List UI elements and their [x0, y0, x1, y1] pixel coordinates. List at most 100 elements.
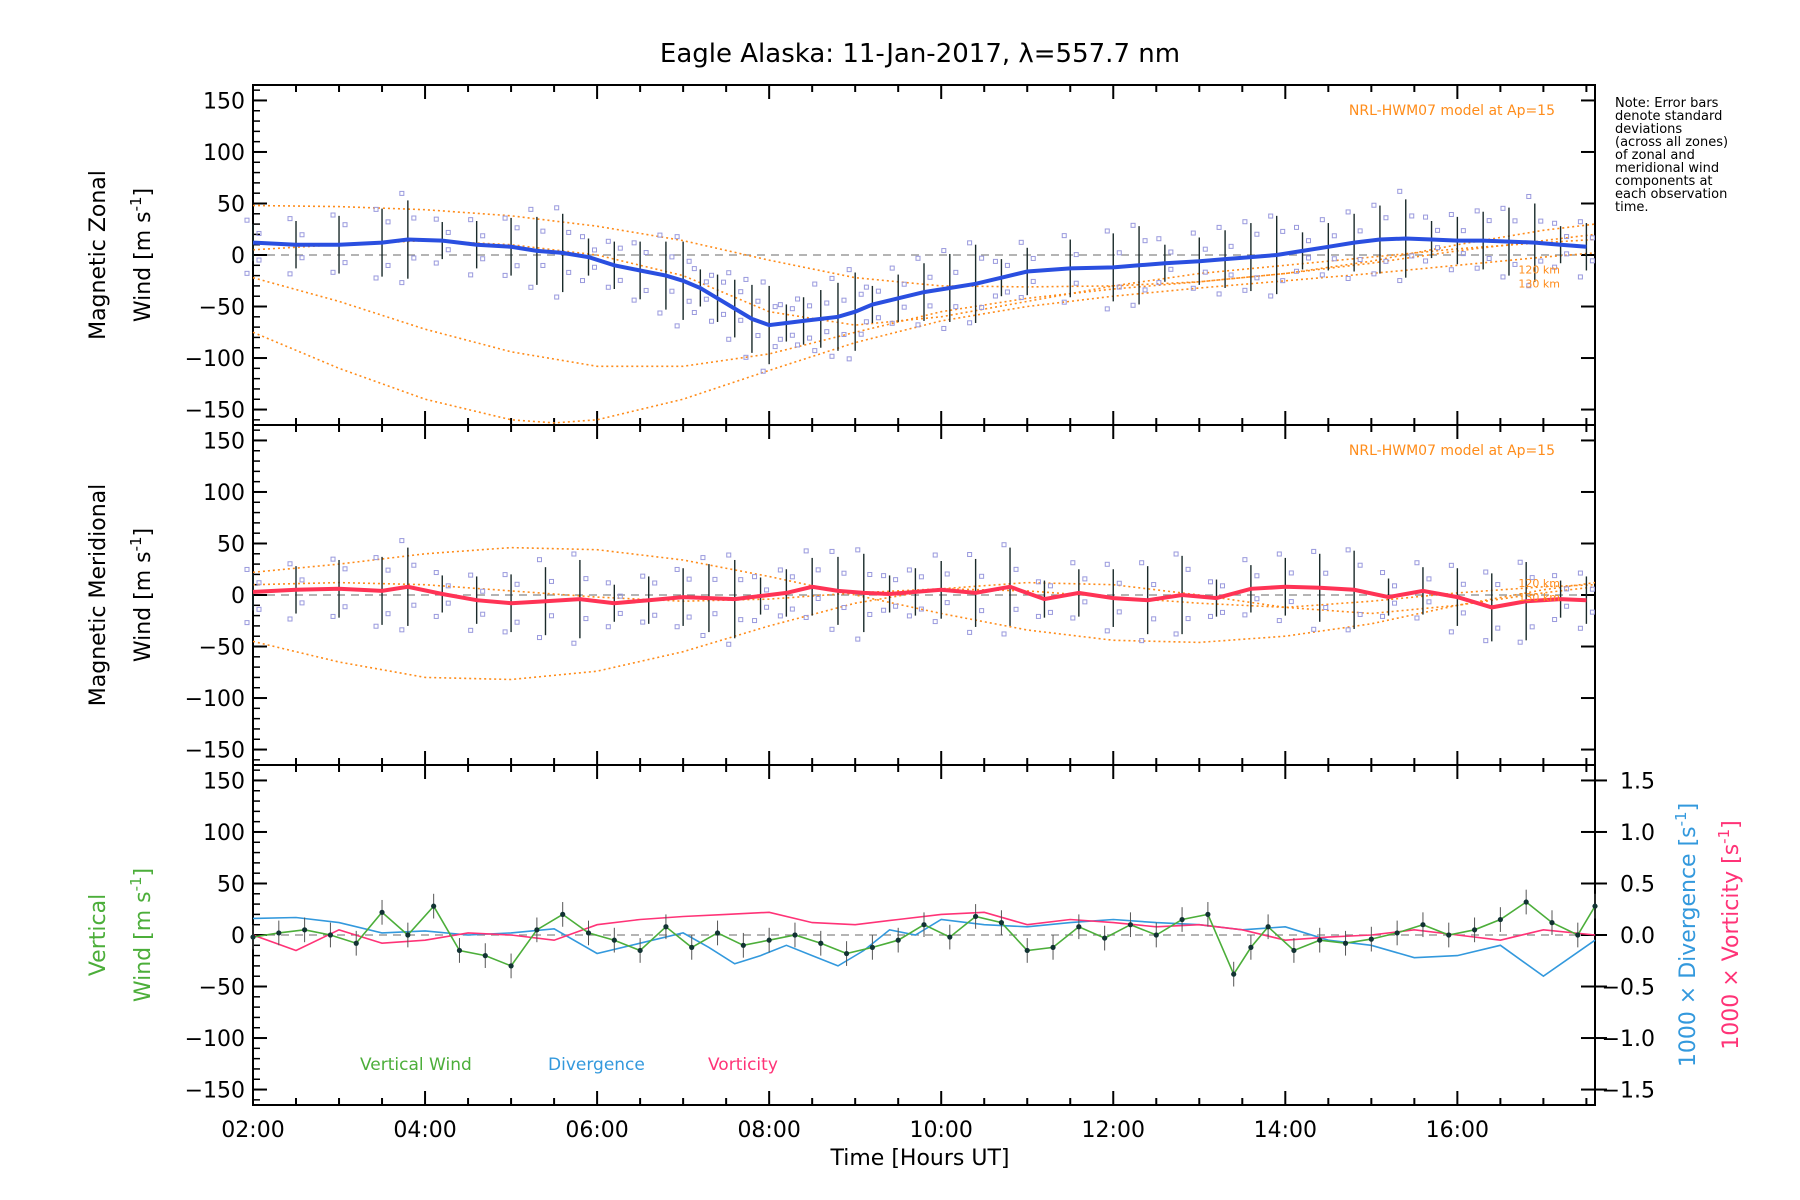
zone-point [617, 610, 623, 616]
zone-point [1061, 299, 1067, 305]
zone-point [1190, 285, 1196, 291]
zone-point [1345, 627, 1351, 633]
zone-point [399, 190, 405, 196]
zone-point [287, 616, 293, 622]
zone-point [1380, 613, 1386, 619]
zone-point [795, 342, 801, 348]
zone-point [764, 604, 770, 610]
zone-point [502, 272, 508, 278]
zone-point [691, 266, 697, 272]
zone-point [1517, 559, 1523, 565]
x-tick-label: 12:00 [1082, 1118, 1145, 1143]
zone-point [1070, 615, 1076, 621]
vertical-wind-point [353, 940, 359, 946]
zone-point [1294, 268, 1300, 274]
zone-point [1323, 570, 1329, 576]
zone-point [1474, 265, 1480, 271]
zone-point [342, 222, 348, 228]
zone-point [932, 619, 938, 625]
zone-point [1185, 616, 1191, 622]
vertical-wind-point [663, 924, 669, 930]
zone-point [1486, 218, 1492, 224]
zone-point [674, 323, 680, 329]
zone-point [433, 260, 439, 266]
zone-point [700, 632, 706, 638]
zone-point [743, 276, 749, 282]
zone-point [893, 603, 899, 609]
vertical-wind-point [1076, 924, 1082, 930]
zone-point [1173, 551, 1179, 557]
zone-point [700, 555, 706, 561]
y2-axis-label-divergence: 1000 × Divergence [s-1] [1672, 803, 1701, 1067]
zone-point [1371, 271, 1377, 277]
zone-point [875, 315, 881, 321]
y-axis-label: Vertical Wind [m s-1] [86, 868, 156, 1002]
zone-point [468, 572, 474, 578]
zone-point [640, 573, 646, 579]
zone-point [867, 571, 873, 577]
x-axis-label: Time [Hours UT] [830, 1146, 1010, 1171]
zone-point [330, 613, 336, 619]
zone-point [299, 600, 305, 606]
vertical-wind-point [456, 947, 463, 954]
note-line: meridional wind [1615, 161, 1719, 176]
zone-point [299, 255, 305, 261]
model-curve [252, 233, 1596, 368]
zone-point [514, 619, 520, 625]
zone-point [1331, 233, 1337, 239]
zone-point [1219, 583, 1225, 589]
zone-point [1357, 562, 1363, 568]
zone-point [445, 583, 451, 589]
zone-point [1185, 566, 1191, 572]
zone-point [445, 600, 451, 606]
zone-point [1030, 255, 1036, 261]
zone-point [1116, 580, 1122, 586]
zone-point [548, 613, 554, 619]
zone-point [777, 567, 783, 573]
model-curve [252, 204, 1596, 288]
zone-point [385, 219, 391, 225]
zone-point [399, 538, 405, 544]
vorticity-line [252, 911, 1596, 952]
zone-point [502, 572, 508, 578]
zone-point [385, 567, 391, 573]
zone-point [1460, 251, 1466, 257]
zone-point [927, 274, 933, 280]
vertical-wind-point [1317, 937, 1323, 943]
zone-point [764, 587, 770, 593]
vertical-wind-point [379, 909, 385, 915]
zone-point [855, 636, 861, 642]
vertical-wind-point [1471, 927, 1478, 933]
zone-point [1564, 234, 1570, 240]
vertical-wind-point [714, 930, 721, 936]
zone-point [373, 206, 379, 212]
zone-point [580, 234, 585, 240]
zone-point [841, 605, 847, 611]
zone-point [669, 254, 675, 260]
x-tick-label: 08:00 [737, 1118, 800, 1143]
zone-point [256, 606, 262, 612]
zone-point [411, 215, 417, 221]
zone-point [433, 613, 439, 619]
y-tick-label: −150 [185, 739, 245, 764]
x-tick-label: 06:00 [565, 1118, 628, 1143]
x-tick-label: 16:00 [1426, 1118, 1489, 1143]
zone-point [411, 255, 417, 261]
zone-point [979, 573, 985, 579]
vertical-wind-point [1342, 940, 1349, 946]
zone-point [1495, 582, 1501, 588]
zone-point [1151, 582, 1157, 588]
zone-point [1018, 239, 1024, 245]
zone-point [1474, 208, 1480, 214]
zone-point [760, 368, 766, 374]
zone-point [1268, 213, 1274, 219]
zone-point [841, 297, 847, 303]
zone-point [941, 325, 947, 331]
note-line: of zonal and [1615, 148, 1695, 163]
zone-point [433, 216, 439, 222]
note-line: components at [1615, 174, 1713, 189]
zone-point [411, 602, 417, 608]
zone-point [1460, 228, 1466, 234]
y2-label-divergence: 1000 × Divergence [s-1] [1672, 803, 1701, 1067]
zone-point [726, 641, 732, 647]
